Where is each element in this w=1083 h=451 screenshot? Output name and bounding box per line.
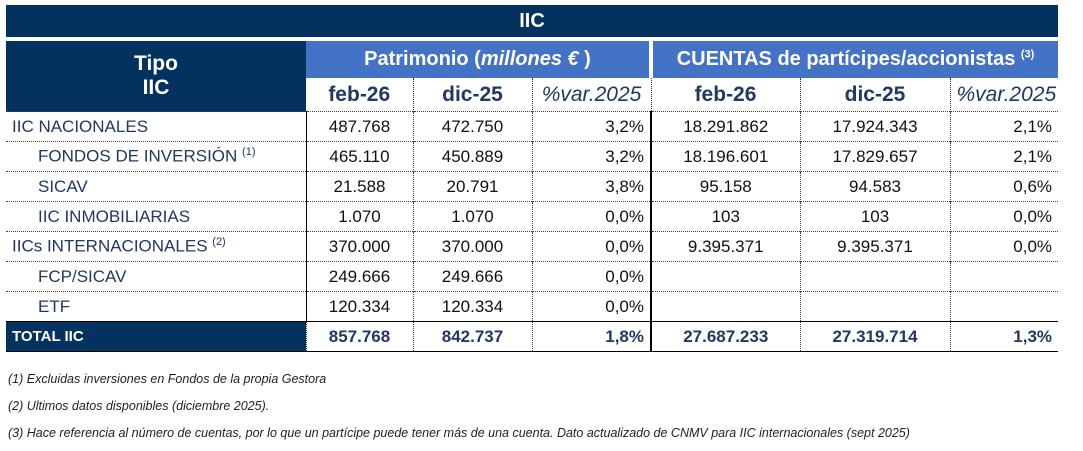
cell bbox=[949, 291, 1059, 322]
row-label: FONDOS DE INVERSIÓN (1) bbox=[6, 141, 306, 172]
cell: 20.791 bbox=[412, 171, 532, 202]
cell bbox=[650, 291, 800, 322]
cell: 249.666 bbox=[412, 261, 532, 292]
iic-table: IIC Tipo IIC Patrimonio (millones € ) CUE… bbox=[6, 5, 1059, 352]
table-row: ETF 120.334 120.334 0,0% bbox=[6, 291, 1059, 322]
row-label: IICs INTERNACIONALES (2) bbox=[6, 231, 306, 262]
cell: 18.291.862 bbox=[650, 111, 800, 142]
table-row: IIC INMOBILIARIAS 1.070 1.070 0,0% 103 103 0,0… bbox=[6, 201, 1059, 232]
table-row: IICs INTERNACIONALES (2) 370.000 370.000 0,… bbox=[6, 231, 1059, 262]
cell: 842.737 bbox=[412, 321, 532, 352]
row-label: ETF bbox=[6, 291, 306, 322]
cell: 103 bbox=[799, 201, 950, 232]
cell: 370.000 bbox=[305, 231, 413, 262]
cell bbox=[799, 291, 950, 322]
cell: 9.395.371 bbox=[650, 231, 800, 262]
cell: 472.750 bbox=[412, 111, 532, 142]
cell: 0,0% bbox=[531, 261, 651, 292]
cell: 27.687.233 bbox=[650, 321, 800, 352]
cell: 120.334 bbox=[305, 291, 413, 322]
footnote-2: (2) Ultimos datos disponibles (diciembre… bbox=[8, 399, 270, 413]
col-header: %var.2025 bbox=[949, 78, 1059, 112]
cell: 17.924.343 bbox=[799, 111, 950, 142]
cell: 1.070 bbox=[412, 201, 532, 232]
col-header: feb-26 bbox=[306, 78, 413, 112]
cell: 0,0% bbox=[531, 231, 651, 262]
cell: 3,2% bbox=[531, 141, 651, 172]
cell: 487.768 bbox=[305, 111, 413, 142]
footnote-1: (1) Excluidas inversiones en Fondos de l… bbox=[8, 372, 327, 386]
cell: 0,0% bbox=[949, 201, 1059, 232]
row-label: IIC INMOBILIARIAS bbox=[6, 201, 306, 232]
cell: 103 bbox=[650, 201, 800, 232]
cell: 21.588 bbox=[305, 171, 413, 202]
patrimonio-header: Patrimonio (millones € ) bbox=[306, 39, 651, 78]
cell: 1,3% bbox=[949, 321, 1059, 352]
table-row: IIC NACIONALES 487.768 472.750 3,2% 18.291.8… bbox=[6, 111, 1059, 142]
table-row: FCP/SICAV 249.666 249.666 0,0% bbox=[6, 261, 1059, 292]
tipo-header: Tipo IIC bbox=[6, 39, 306, 112]
row-label: IIC NACIONALES bbox=[6, 111, 306, 142]
cell: 9.395.371 bbox=[799, 231, 950, 262]
cell: 249.666 bbox=[305, 261, 413, 292]
cell: 465.110 bbox=[305, 141, 413, 172]
footnote-3: (3) Hace referencia al número de cuentas… bbox=[8, 426, 910, 440]
cell: 1.070 bbox=[305, 201, 413, 232]
cell: 0,0% bbox=[531, 291, 651, 322]
cell: 27.319.714 bbox=[799, 321, 950, 352]
cell: 370.000 bbox=[412, 231, 532, 262]
cell: 94.583 bbox=[799, 171, 950, 202]
total-label: TOTAL IIC bbox=[6, 321, 306, 352]
cell: 17.829.657 bbox=[799, 141, 950, 172]
cell: 0,6% bbox=[949, 171, 1059, 202]
cell: 95.158 bbox=[650, 171, 800, 202]
cell: 450.889 bbox=[412, 141, 532, 172]
col-header: dic-25 bbox=[412, 78, 532, 112]
cell: 3,2% bbox=[531, 111, 651, 142]
cell: 2,1% bbox=[949, 141, 1059, 172]
cell: 857.768 bbox=[305, 321, 413, 352]
table-title: IIC bbox=[6, 5, 1059, 41]
cell: 2,1% bbox=[949, 111, 1059, 142]
table-row: FONDOS DE INVERSIÓN (1) 465.110 450.889 3,2… bbox=[6, 141, 1059, 172]
row-label: FCP/SICAV bbox=[6, 261, 306, 292]
cell bbox=[799, 261, 950, 292]
cell: 18.196.601 bbox=[650, 141, 800, 172]
cell bbox=[650, 261, 800, 292]
cell bbox=[949, 261, 1059, 292]
col-header: dic-25 bbox=[799, 78, 950, 112]
total-row: TOTAL IIC 857.768 842.737 1,8% 27.687.23… bbox=[6, 321, 1059, 352]
cell: 1,8% bbox=[531, 321, 651, 352]
cell: 120.334 bbox=[412, 291, 532, 322]
row-label: SICAV bbox=[6, 171, 306, 202]
cell: 3,8% bbox=[531, 171, 651, 202]
col-header: feb-26 bbox=[650, 78, 800, 112]
cell: 0,0% bbox=[949, 231, 1059, 262]
table-row: SICAV 21.588 20.791 3,8% 95.158 94.583 0,6% bbox=[6, 171, 1059, 202]
cell: 0,0% bbox=[531, 201, 651, 232]
col-header: %var.2025 bbox=[531, 78, 651, 112]
cuentas-header: CUENTAS de partícipes/accionistas (3) bbox=[648, 39, 1059, 78]
